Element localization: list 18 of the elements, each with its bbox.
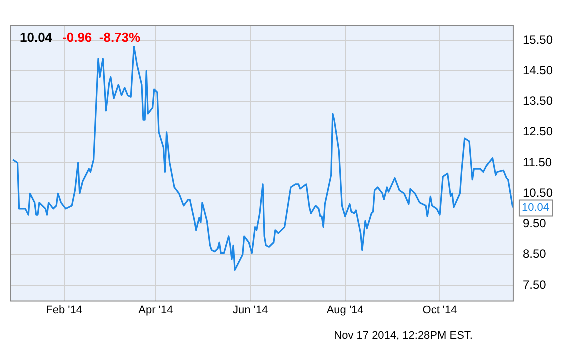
y-tick-label: 8.50 (522, 247, 547, 262)
y-tick-label: 7.50 (522, 278, 547, 292)
y-tick-label: 10.50 (522, 186, 554, 200)
annotation: 10.04 (522, 202, 550, 214)
y-tick-label: 13.50 (522, 94, 554, 108)
y-tick-label: 15.50 (522, 32, 554, 47)
y-tick-label: 12.50 (522, 124, 554, 139)
x-tick-label: Jun '14 (233, 304, 268, 316)
x-tick-label: Oct '14 (422, 304, 458, 316)
y-tick-label: 14.50 (522, 63, 554, 78)
chart-title: 10.04 (20, 30, 54, 45)
x-tick-label: Feb '14 (46, 304, 83, 316)
chart-subtitle: -0.96 -8.73% (62, 30, 142, 45)
text: Nov 17 2014, 12:28PM EST. (334, 330, 473, 342)
x-tick-label: Aug '14 (326, 304, 364, 316)
y-tick-label: 11.50 (522, 155, 552, 170)
y-tick-label: 9.50 (522, 216, 547, 231)
x-tick-label: Apr '14 (138, 304, 174, 316)
